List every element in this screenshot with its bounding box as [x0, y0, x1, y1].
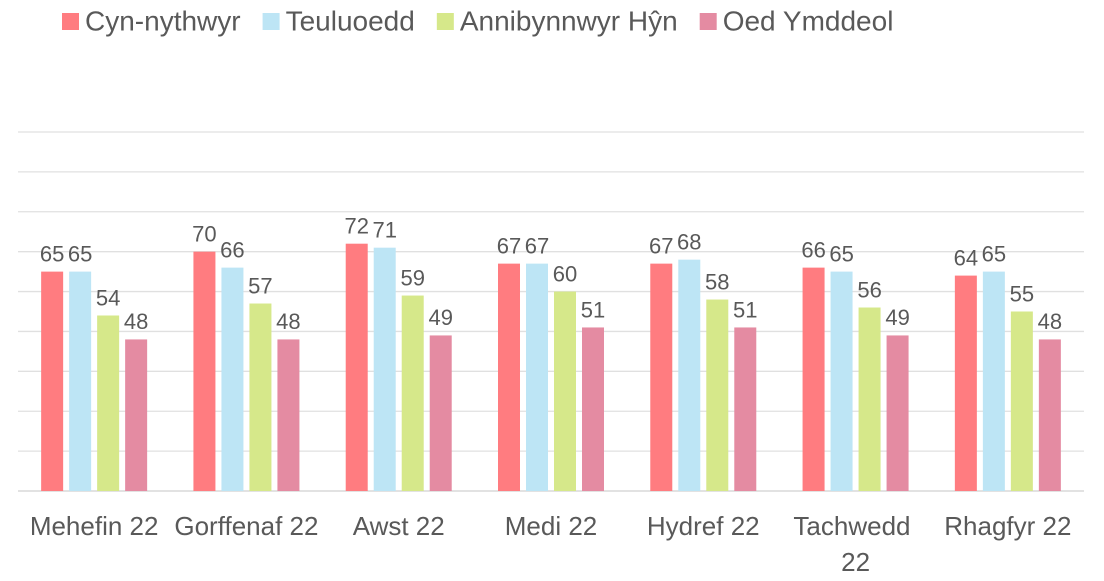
- data-label: 48: [124, 309, 148, 334]
- data-label: 70: [192, 221, 216, 246]
- data-label: 55: [1010, 281, 1034, 306]
- data-label: 59: [400, 265, 424, 290]
- bar: [429, 335, 452, 491]
- data-label: 49: [428, 305, 452, 330]
- bar: [802, 267, 825, 491]
- bar: [373, 247, 396, 491]
- data-label: 51: [733, 297, 757, 322]
- bar: [734, 327, 757, 491]
- bar: [982, 271, 1005, 491]
- bar: [582, 327, 604, 491]
- bar: [498, 263, 520, 491]
- data-label: 56: [857, 277, 881, 302]
- x-tick-label: Mehefin 22: [30, 511, 159, 541]
- bar: [886, 335, 909, 491]
- bar: [277, 339, 300, 491]
- data-label: 72: [344, 214, 368, 239]
- data-label: 65: [68, 241, 92, 266]
- bar: [193, 251, 216, 491]
- data-label: 66: [220, 237, 244, 262]
- data-label: 64: [954, 245, 978, 270]
- data-label: 60: [553, 261, 577, 286]
- data-label: 51: [581, 297, 605, 322]
- bar: [830, 271, 853, 491]
- data-label: 71: [372, 217, 396, 242]
- bar: [1010, 311, 1033, 491]
- legend-label: Teuluoedd: [286, 5, 415, 36]
- legend-label: Annibynnwyr Hŷn: [460, 5, 678, 36]
- data-label: 67: [649, 233, 673, 258]
- data-label: 65: [982, 241, 1006, 266]
- legend-label: Cyn-nythwyr: [85, 5, 241, 36]
- data-label: 48: [276, 309, 300, 334]
- data-label: 58: [705, 269, 729, 294]
- legend-swatch: [699, 13, 717, 30]
- bar: [706, 299, 729, 491]
- x-tick-label: Gorffenaf 22: [174, 511, 318, 541]
- bar: [41, 271, 64, 491]
- bar: [97, 315, 120, 491]
- bar: [678, 259, 701, 491]
- data-label: 68: [677, 229, 701, 254]
- bar: [858, 307, 881, 491]
- data-label: 65: [40, 241, 64, 266]
- bar: [526, 263, 548, 491]
- bar: [249, 303, 272, 491]
- data-label: 66: [801, 237, 825, 262]
- bar: [221, 267, 244, 491]
- bar: [650, 263, 673, 491]
- x-tick-label: Medi 22: [505, 511, 598, 541]
- x-tick-label: Hydref 22: [647, 511, 760, 541]
- bar: [345, 243, 368, 491]
- x-tick-label: Awst 22: [353, 511, 445, 541]
- data-label: 48: [1038, 309, 1062, 334]
- data-label: 49: [885, 305, 909, 330]
- legend-swatch: [62, 13, 79, 30]
- data-label: 67: [497, 233, 521, 258]
- legend-swatch: [262, 13, 280, 30]
- legend-label: Oed Ymddeol: [723, 5, 894, 36]
- bar: [1038, 339, 1061, 491]
- bar: [125, 339, 148, 491]
- x-tick-label: Rhagfyr 22: [944, 511, 1071, 541]
- data-label: 54: [96, 285, 120, 310]
- bar: [954, 275, 977, 491]
- data-label: 65: [829, 241, 853, 266]
- data-label: 57: [248, 273, 272, 298]
- legend-swatch: [436, 13, 454, 30]
- bar: [401, 295, 424, 491]
- bar: [554, 291, 576, 491]
- data-label: 67: [525, 233, 549, 258]
- bar: [69, 271, 92, 491]
- x-tick-label: Tachwedd 22: [793, 511, 917, 577]
